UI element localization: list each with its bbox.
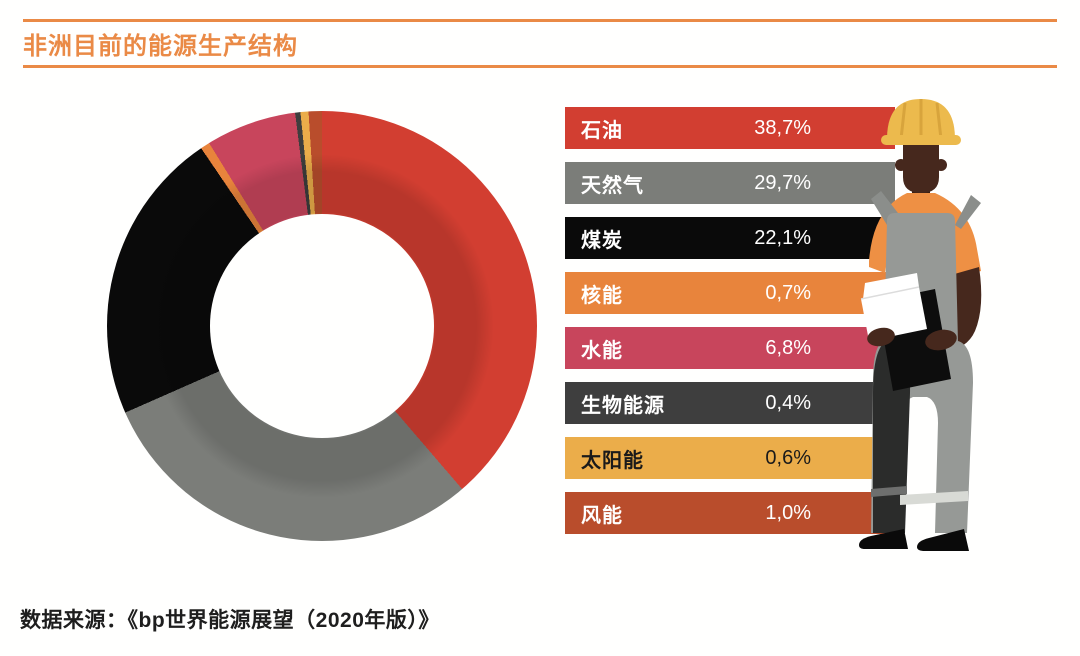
worker-illustration <box>859 99 982 551</box>
hard-hat-icon <box>881 99 961 145</box>
leg-band-dark <box>871 486 907 497</box>
legend-percentage-value: 0,4% <box>765 391 811 414</box>
leg-band-light <box>900 491 968 505</box>
legend-category-label: 生物能源 <box>581 394 665 417</box>
legend-row: 天然气 29,7% <box>565 162 895 204</box>
donut-hole <box>210 214 434 438</box>
data-source-note: 数据来源：《bp世界能源展望（2020年版）》 <box>20 609 440 632</box>
legend-row: 风能 1,0% <box>565 492 895 534</box>
legend-category-label: 核能 <box>581 284 623 307</box>
legend-row: 生物能源 0,4% <box>565 382 895 424</box>
legend-percentage-value: 0,6% <box>765 446 811 469</box>
legend-row: 水能 6,8% <box>565 327 895 369</box>
legend-row: 核能 0,7% <box>565 272 895 314</box>
legend-percentage-value: 38,7% <box>754 116 811 139</box>
legend-percentage-value: 1,0% <box>765 501 811 524</box>
legend-category-label: 风能 <box>581 504 623 527</box>
legend-category-label: 太阳能 <box>581 449 644 472</box>
worker-shoes <box>859 529 969 551</box>
legend-percentage-value: 22,1% <box>754 226 811 249</box>
legend-category-label: 石油 <box>581 119 623 142</box>
legend-percentage-value: 6,8% <box>765 336 811 359</box>
legend-row: 太阳能 0,6% <box>565 437 895 479</box>
clipboard-paper <box>860 273 927 341</box>
legend-percentage-value: 0,7% <box>765 281 811 304</box>
page-title: 非洲目前的能源生产结构 <box>23 33 298 60</box>
legend-percentage-value: 29,7% <box>754 171 811 194</box>
legend-row: 石油 38,7% <box>565 107 895 149</box>
donut-chart <box>107 111 537 541</box>
header-rule-top <box>23 19 1057 22</box>
legend-category-label: 天然气 <box>581 174 644 197</box>
worker-hands <box>867 327 957 351</box>
legend-row: 煤炭 22,1% <box>565 217 895 259</box>
chart-legend: 石油 38,7% 天然气 29,7% 煤炭 22,1% 核能 0,7% 水能 6… <box>565 107 895 547</box>
legend-category-label: 煤炭 <box>581 229 623 252</box>
legend-category-label: 水能 <box>581 339 623 362</box>
header-rule-bottom <box>23 65 1057 68</box>
